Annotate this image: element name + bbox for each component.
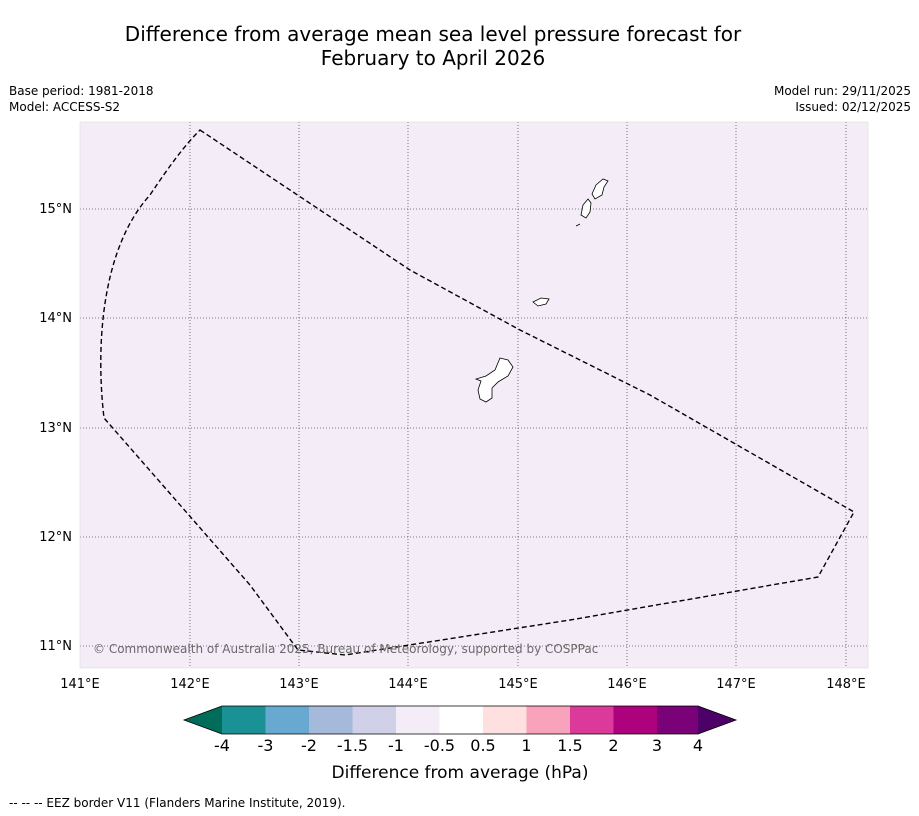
colorbar-segment-3 (309, 706, 353, 734)
colorbar-segment-1 (222, 706, 266, 734)
cb-tick-m2: -2 (301, 736, 317, 755)
lat-label-12n: 12°N (39, 530, 72, 545)
map-gridlines (80, 122, 868, 668)
saipan-island (591, 178, 609, 200)
model-run: Model run: 29/11/2025 (773, 84, 911, 98)
colorbar-segment-8 (526, 706, 570, 734)
cb-tick-m1-5: -1.5 (337, 736, 368, 755)
lon-label-145e: 145°E (498, 677, 538, 692)
colorbar-segment-4 (352, 706, 396, 734)
lon-label-143e: 143°E (279, 677, 319, 692)
eez-border (100, 129, 855, 656)
title-line-1: Difference from average mean sea level p… (124, 22, 742, 46)
lon-label-142e: 142°E (170, 677, 210, 692)
colorbar-segment-5 (396, 706, 440, 734)
model-name: Model: ACCESS-S2 (9, 100, 121, 114)
issued-date: Issued: 02/12/2025 (795, 100, 911, 114)
lat-label-14n: 14°N (39, 311, 72, 326)
cb-tick-m4: -4 (214, 736, 230, 755)
islands (474, 178, 609, 403)
colorbar-segment-7 (483, 706, 527, 734)
cb-tick-4: 4 (693, 736, 703, 755)
colorbar-tick-labels: -4 -3 -2 -1.5 -1 -0.5 0.5 1 1.5 2 3 4 (214, 736, 703, 755)
cb-tick-2: 2 (608, 736, 618, 755)
lat-label-13n: 13°N (39, 421, 72, 436)
colorbar-segment-2 (265, 706, 309, 734)
colorbar-segment-11 (657, 706, 698, 734)
tinian-island (580, 198, 592, 219)
map-ocean (80, 122, 868, 668)
colorbar-segment-below (184, 706, 222, 734)
colorbar-axis-label: Difference from average (hPa) (332, 763, 589, 783)
cb-tick-0-5: 0.5 (470, 736, 495, 755)
longitude-labels: 141°E 142°E 143°E 144°E 145°E 146°E 147°… (60, 677, 866, 692)
colorbar-segment-above (698, 706, 736, 734)
rota-island (532, 297, 550, 307)
colorbar (182, 705, 738, 735)
cb-tick-m1: -1 (388, 736, 404, 755)
copyright-notice: © Commonwealth of Australia 2025, Bureau… (93, 642, 598, 656)
colorbar-outline (182, 705, 738, 735)
lon-label-146e: 146°E (607, 677, 647, 692)
base-period: Base period: 1981-2018 (9, 84, 154, 98)
colorbar-segment-9 (570, 706, 614, 734)
aguijan-islet (575, 223, 581, 227)
cb-tick-m3: -3 (258, 736, 274, 755)
guam-island (474, 357, 514, 403)
eez-legend: -- -- -- EEZ border V11 (Flanders Marine… (9, 796, 346, 810)
colorbar-segment-6 (439, 706, 483, 734)
lon-label-148e: 148°E (826, 677, 866, 692)
colorbar-segment-10 (613, 706, 657, 734)
cb-tick-m0-5: -0.5 (424, 736, 455, 755)
lon-label-141e: 141°E (60, 677, 100, 692)
chart-title: Difference from average mean sea level p… (80, 22, 786, 70)
meta-left: Base period: 1981-2018 Model: ACCESS-S2 (9, 83, 154, 115)
title-line-2: February to April 2026 (320, 46, 546, 70)
cb-tick-1: 1 (521, 736, 531, 755)
meta-right: Model run: 29/11/2025 Issued: 02/12/2025 (774, 83, 911, 115)
lon-label-147e: 147°E (716, 677, 756, 692)
lat-label-15n: 15°N (39, 202, 72, 217)
lat-label-11n: 11°N (39, 639, 72, 654)
cb-tick-3: 3 (652, 736, 662, 755)
latitude-labels: 15°N 14°N 13°N 12°N 11°N (39, 202, 72, 654)
cb-tick-1-5: 1.5 (557, 736, 582, 755)
lon-label-144e: 144°E (388, 677, 428, 692)
map-frame (79, 121, 869, 669)
